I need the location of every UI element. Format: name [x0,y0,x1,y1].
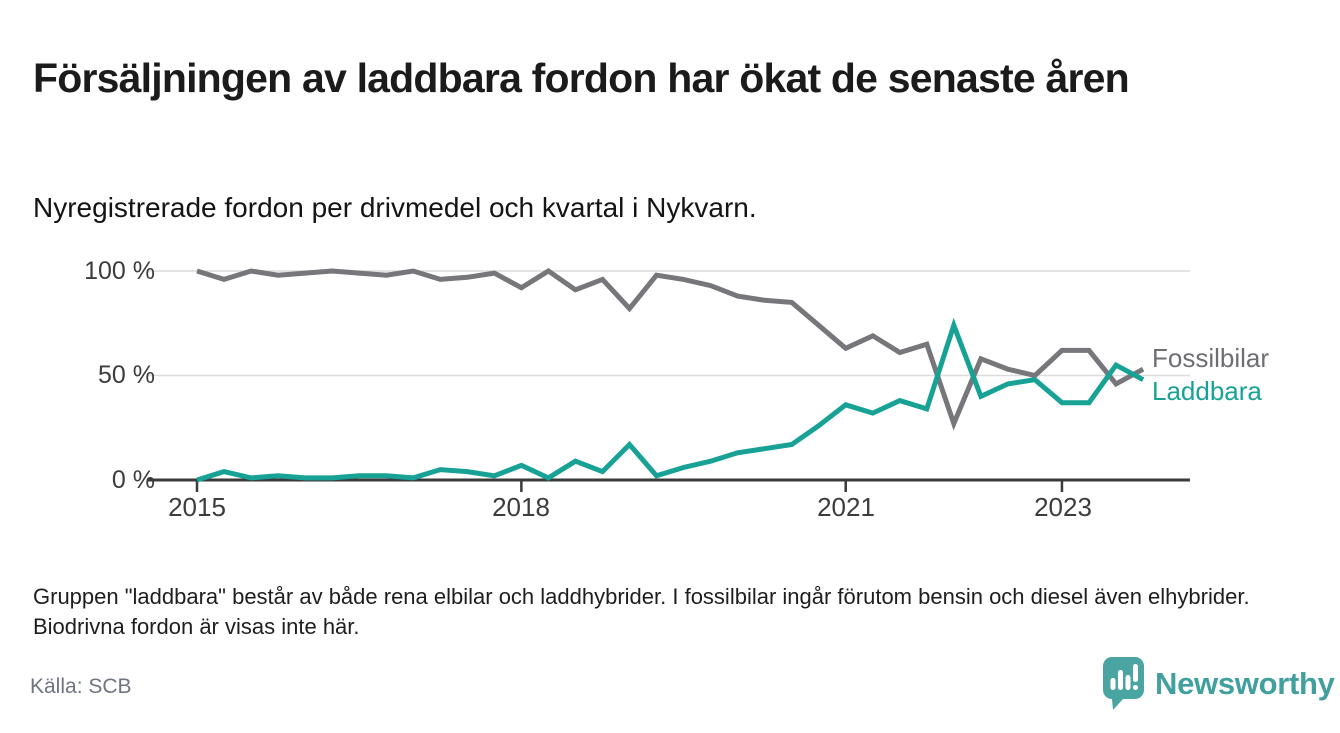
x-tick-2018: 2018 [492,492,550,522]
newsworthy-logo: Newsworthy [1100,655,1335,713]
y-tick-100: 100 % [84,257,155,285]
legend-fossilbilar: Fossilbilar [1152,343,1270,373]
source-label: Källa: SCB [30,675,132,698]
bar-chart-badge-icon [1103,657,1144,710]
legend-laddbara: Laddbara [1152,376,1262,406]
chart-subtitle: Nyregistrerade fordon per drivmedel och … [33,192,757,223]
y-tick-0: 0 % [111,466,155,494]
line-chart [148,268,1190,492]
x-tick-2015: 2015 [168,492,226,522]
newsworthy-logo-text: Newsworthy [1155,666,1335,701]
line-laddbara [196,317,1145,483]
x-tick-2021: 2021 [817,492,875,522]
y-tick-50: 50 % [98,361,155,389]
page-title: Försäljningen av laddbara fordon har öka… [33,55,1130,102]
footnote: Gruppen "laddbara" består av både rena e… [33,584,1250,640]
x-tick-2023: 2023 [1034,492,1092,522]
line-fossilbilar [196,268,1145,431]
